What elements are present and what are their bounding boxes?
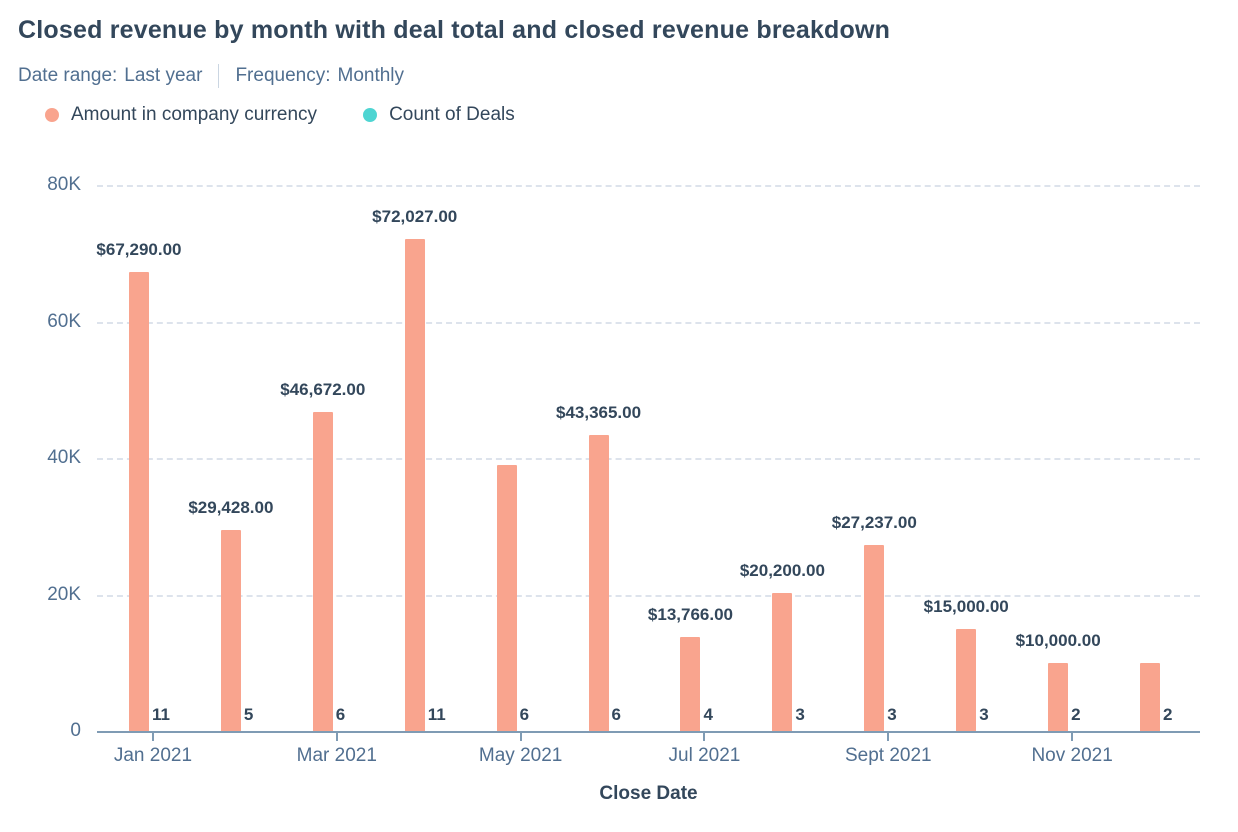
amount-bar-aug-2021[interactable]	[772, 593, 793, 731]
amount-data-label: $72,027.00	[372, 207, 458, 226]
filter-separator	[218, 64, 220, 88]
x-axis-tick-label: Nov 2021	[1031, 745, 1113, 766]
x-axis-tick-label: May 2021	[478, 745, 563, 766]
count-data-label: 3	[887, 705, 897, 724]
legend-item-label: Count of Deals	[389, 104, 515, 125]
amount-bar-may-2021[interactable]	[496, 465, 517, 731]
x-axis-tick	[887, 731, 890, 741]
amount-bar-feb-2021[interactable]	[220, 530, 241, 731]
date-range-value: Last year	[124, 65, 203, 86]
chart-legend: Amount in company currency Count of Deal…	[45, 104, 515, 126]
x-axis-tick-label: Jan 2021	[113, 745, 193, 766]
x-axis-title: Close Date	[599, 783, 698, 804]
chart-plot-area: 80K 60K 40K 20K 0 $67,290.00 11 Jan 2021 $29,428…	[47, 174, 1200, 766]
amount-data-label: $46,672.00	[280, 380, 366, 399]
count-data-label: 3	[795, 705, 805, 724]
x-axis-tick	[335, 731, 338, 741]
count-series-dot-icon	[363, 108, 378, 122]
amount-data-label: $15,000.00	[923, 597, 1009, 616]
amount-bar-mar-2021[interactable]	[312, 412, 333, 731]
amount-data-label: $43,365.00	[555, 403, 642, 422]
amount-bar-jun-2021[interactable]	[588, 435, 609, 731]
amount-bar-dec-2021[interactable]	[1140, 663, 1161, 731]
frequency-label: Frequency:	[235, 65, 331, 86]
count-data-label: 6	[611, 705, 621, 724]
count-data-label: 6	[519, 705, 530, 724]
amount-bar-apr-2021[interactable]	[404, 239, 425, 731]
x-axis-tick-label: Sept 2021	[844, 745, 932, 766]
amount-bar-jul-2021[interactable]	[680, 637, 701, 731]
frequency-value: Monthly	[337, 65, 405, 86]
count-data-label: 3	[979, 705, 989, 724]
legend-item-amount[interactable]: Amount in company currency	[45, 104, 317, 126]
legend-item-count[interactable]: Count of Deals	[363, 104, 515, 126]
x-axis-tick-label: Mar 2021	[296, 745, 377, 766]
x-axis-tick	[703, 731, 706, 741]
amount-data-label: $67,290.00	[96, 240, 182, 259]
amount-series-dot-icon	[45, 108, 59, 122]
amount-bar-sept-2021[interactable]	[864, 545, 885, 731]
date-range-label: Date range:	[18, 65, 118, 86]
count-data-label: 11	[427, 705, 446, 724]
count-data-label: 2	[1071, 705, 1081, 724]
gridline	[97, 321, 1200, 324]
x-axis-tick	[1071, 731, 1074, 741]
gridline	[97, 458, 1200, 460]
x-axis-tick	[519, 731, 522, 741]
amount-bar-nov-2021[interactable]	[1048, 663, 1069, 731]
legend-item-label: Amount in company currency	[71, 104, 318, 125]
amount-data-label: $10,000.00	[1015, 631, 1101, 650]
count-data-label: 5	[243, 705, 254, 724]
amount-bar-oct-2021[interactable]	[956, 629, 977, 731]
count-data-label: 4	[703, 705, 713, 724]
amount-data-label: $27,237.00	[831, 513, 917, 532]
y-axis-tick-label: 40K	[47, 447, 81, 468]
amount-data-label: $29,428.00	[188, 498, 274, 517]
count-data-label: 11	[151, 705, 170, 724]
gridline	[97, 185, 1200, 187]
gridline	[97, 594, 1200, 597]
y-axis-tick-label: 20K	[47, 583, 81, 605]
count-data-label: 2	[1163, 705, 1173, 724]
report-filters: Date range: Last year Frequency: Monthly	[18, 64, 404, 88]
y-axis-tick-label: 0	[70, 720, 81, 741]
amount-data-label: $20,200.00	[739, 561, 825, 580]
x-axis-tick	[151, 731, 154, 741]
page-title: Closed revenue by month with deal total …	[18, 16, 891, 44]
amount-bar-jan-2021[interactable]	[128, 272, 149, 731]
x-axis-tick-label: Jul 2021	[668, 745, 741, 766]
y-axis-tick-label: 80K	[47, 174, 81, 195]
y-axis-tick-label: 60K	[47, 310, 81, 332]
count-data-label: 6	[335, 705, 346, 724]
amount-data-label: $13,766.00	[647, 605, 733, 624]
